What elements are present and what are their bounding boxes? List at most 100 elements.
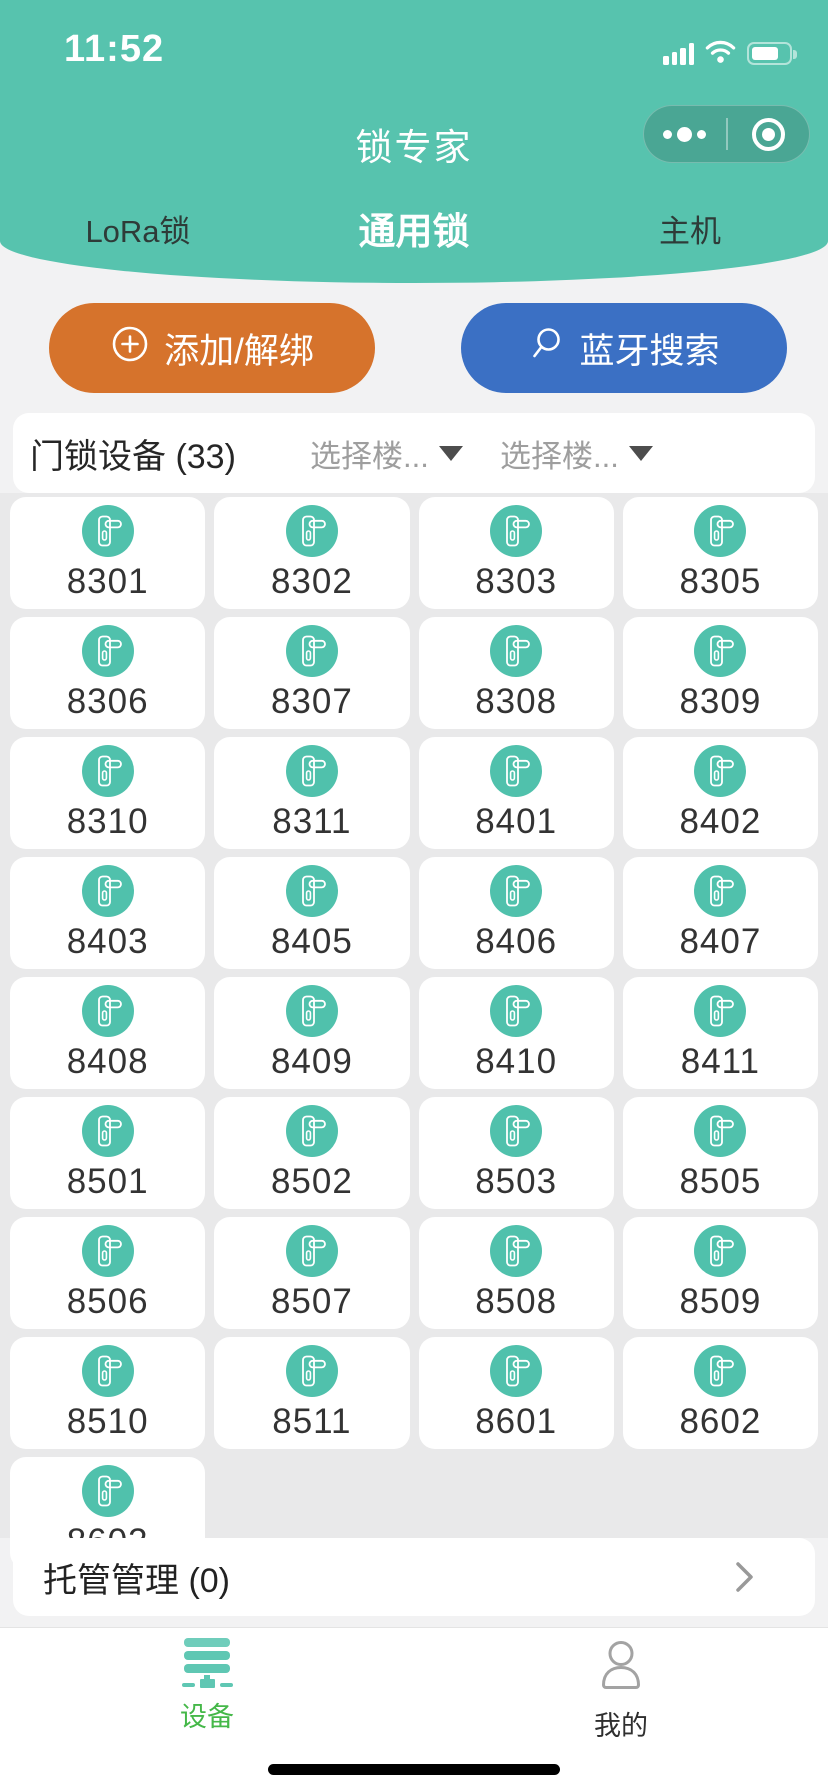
search-icon xyxy=(528,325,565,371)
device-stack-icon xyxy=(180,1638,234,1692)
device-card[interactable]: 8409 xyxy=(214,977,410,1089)
device-card[interactable]: 8510 xyxy=(10,1337,206,1449)
device-card[interactable]: 8601 xyxy=(418,1337,614,1449)
device-number: 8401 xyxy=(475,802,558,841)
device-number: 8602 xyxy=(679,1402,762,1441)
managed-management-row[interactable]: 托管管理 (0) xyxy=(13,1538,815,1616)
person-icon xyxy=(594,1638,648,1701)
door-lock-icon xyxy=(490,1105,543,1157)
target-circle-icon xyxy=(751,117,785,151)
device-card[interactable]: 8301 xyxy=(10,497,206,609)
app-header: 11:52 锁专家 LoRa xyxy=(0,0,828,283)
tab-mine[interactable]: 我的 xyxy=(414,1628,828,1792)
device-number: 8309 xyxy=(679,682,762,721)
door-lock-icon xyxy=(694,1225,747,1277)
door-lock-icon xyxy=(81,745,134,797)
device-card[interactable]: 8402 xyxy=(622,737,818,849)
device-card[interactable]: 8401 xyxy=(418,737,614,849)
door-lock-icon xyxy=(285,625,338,677)
device-card[interactable]: 8508 xyxy=(418,1217,614,1329)
device-card[interactable]: 8408 xyxy=(10,977,206,1089)
device-card[interactable]: 8311 xyxy=(214,737,410,849)
floor-select[interactable]: 选择楼... xyxy=(500,413,653,493)
device-card[interactable]: 8306 xyxy=(10,617,206,729)
door-lock-icon xyxy=(694,745,747,797)
tab-mine-label: 我的 xyxy=(594,1711,648,1741)
add-unbind-button[interactable]: 添加/解绑 xyxy=(49,303,375,393)
door-lock-icon xyxy=(285,985,338,1037)
device-number: 8510 xyxy=(66,1402,149,1441)
device-number: 8407 xyxy=(679,922,762,961)
device-card[interactable]: 8407 xyxy=(622,857,818,969)
device-card[interactable]: 8406 xyxy=(418,857,614,969)
device-card[interactable]: 8505 xyxy=(622,1097,818,1209)
device-number: 8501 xyxy=(66,1162,149,1201)
bluetooth-search-label: 蓝牙搜索 xyxy=(579,331,720,371)
device-number: 8507 xyxy=(270,1282,353,1321)
device-number: 8508 xyxy=(475,1282,558,1321)
device-card[interactable]: 8403 xyxy=(10,857,206,969)
building-select[interactable]: 选择楼... xyxy=(310,413,463,493)
device-number: 8406 xyxy=(475,922,558,961)
chevron-down-icon xyxy=(628,445,653,461)
door-lock-icon xyxy=(81,1465,134,1517)
plus-circle-icon xyxy=(110,324,150,373)
door-lock-icon xyxy=(285,1105,338,1157)
tab-host[interactable]: 主机 xyxy=(659,213,721,249)
device-number: 8410 xyxy=(475,1042,558,1081)
device-number: 8308 xyxy=(475,682,558,721)
device-card[interactable]: 8307 xyxy=(214,617,410,729)
device-number: 8305 xyxy=(679,562,762,601)
device-number: 8601 xyxy=(475,1402,558,1441)
device-card[interactable]: 8405 xyxy=(214,857,410,969)
device-card[interactable]: 8502 xyxy=(214,1097,410,1209)
door-lock-icon xyxy=(490,865,543,917)
device-card[interactable]: 8310 xyxy=(10,737,206,849)
miniprogram-capsule xyxy=(643,105,810,163)
door-lock-icon xyxy=(694,985,747,1037)
device-card[interactable]: 8308 xyxy=(418,617,614,729)
device-number: 8303 xyxy=(475,562,558,601)
device-card[interactable]: 8507 xyxy=(214,1217,410,1329)
device-card[interactable]: 8303 xyxy=(418,497,614,609)
device-card[interactable]: 8602 xyxy=(622,1337,818,1449)
door-lock-icon xyxy=(490,985,543,1037)
device-card[interactable]: 8501 xyxy=(10,1097,206,1209)
device-number: 8307 xyxy=(270,682,353,721)
door-lock-icon xyxy=(490,1225,543,1277)
tab-devices-label: 设备 xyxy=(180,1702,234,1732)
tab-devices[interactable]: 设备 xyxy=(0,1628,414,1792)
device-grid: 8301 8302 xyxy=(10,497,818,1569)
door-lock-icon xyxy=(81,1225,134,1277)
device-card[interactable]: 8503 xyxy=(418,1097,614,1209)
device-card[interactable]: 8302 xyxy=(214,497,410,609)
managed-label: 托管管理 (0) xyxy=(43,1561,230,1600)
tab-general-lock[interactable]: 通用锁 xyxy=(358,211,470,252)
device-card[interactable]: 8410 xyxy=(418,977,614,1089)
page-title: 锁专家 xyxy=(355,127,473,168)
door-lock-icon xyxy=(285,1345,338,1397)
building-select-value: 选择楼... xyxy=(310,438,429,474)
floor-select-value: 选择楼... xyxy=(500,438,619,474)
door-lock-icon xyxy=(81,505,134,557)
door-lock-icon xyxy=(694,1345,747,1397)
device-number: 8306 xyxy=(66,682,149,721)
device-card[interactable]: 8411 xyxy=(622,977,818,1089)
device-card[interactable]: 8511 xyxy=(214,1337,410,1449)
more-button[interactable] xyxy=(644,106,726,162)
door-lock-icon xyxy=(490,1345,543,1397)
chevron-down-icon xyxy=(438,445,463,461)
bluetooth-search-button[interactable]: 蓝牙搜索 xyxy=(461,303,787,393)
tab-lora-lock[interactable]: LoRa锁 xyxy=(85,213,191,249)
device-card[interactable]: 8506 xyxy=(10,1217,206,1329)
door-lock-icon xyxy=(285,1225,338,1277)
device-card[interactable]: 8305 xyxy=(622,497,818,609)
device-card[interactable]: 8509 xyxy=(622,1217,818,1329)
minimize-button[interactable] xyxy=(728,106,810,162)
door-lock-icon xyxy=(694,1105,747,1157)
home-indicator[interactable] xyxy=(268,1764,560,1775)
device-card[interactable]: 8309 xyxy=(622,617,818,729)
door-lock-icon xyxy=(490,745,543,797)
device-section-header: 门锁设备 (33) 选择楼... 选择楼... xyxy=(13,413,815,493)
device-number: 8311 xyxy=(272,802,352,841)
